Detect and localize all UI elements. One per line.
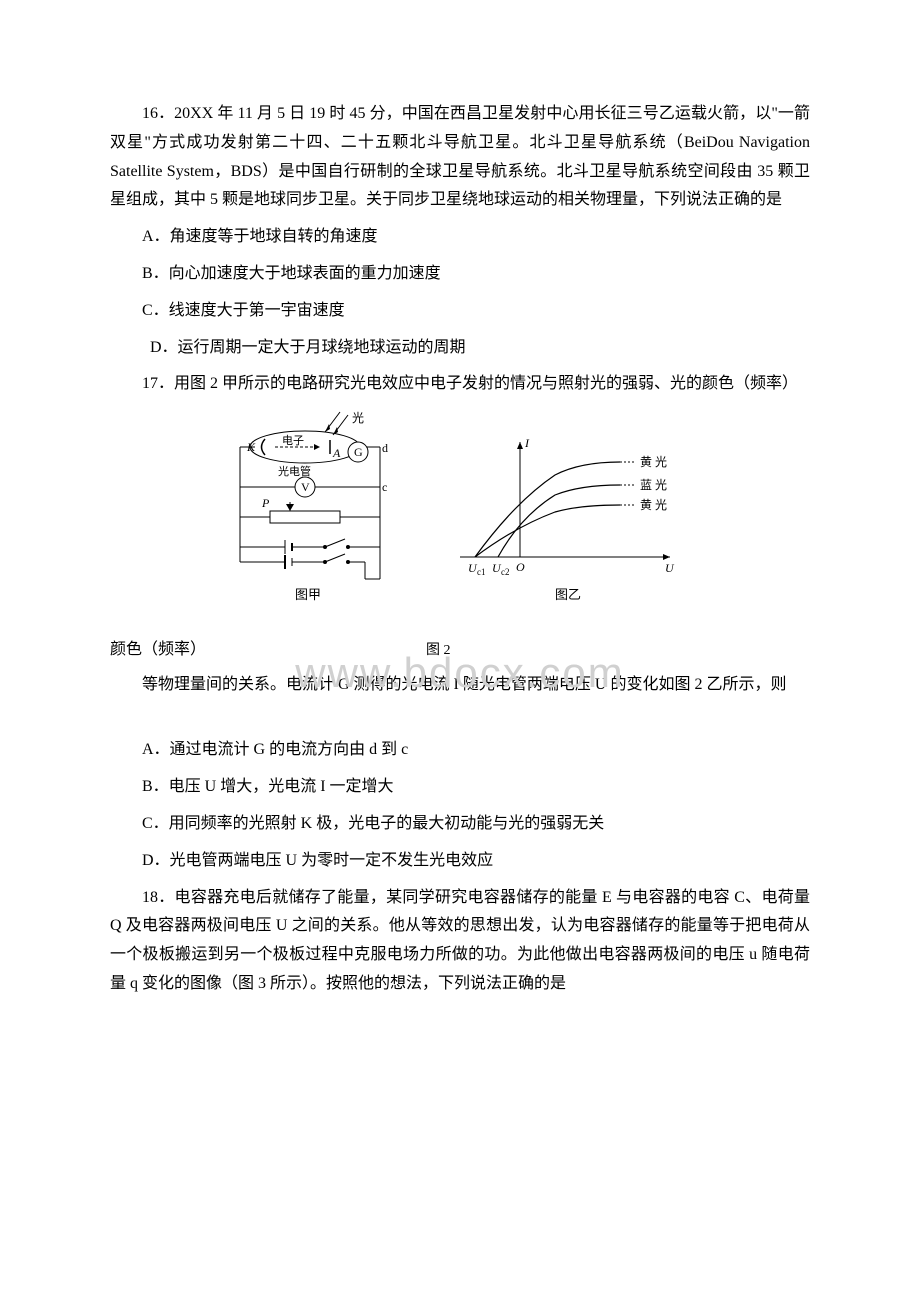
q17-option-b: B．电压 U 增大，光电流 I 一定增大 [110, 773, 810, 802]
fig2-label-row: 颜色（频率） www.bdocx.com 图 2 [110, 636, 810, 665]
fig2-o-label: O [516, 560, 525, 574]
fig2-tube-label: 光电管 [278, 464, 311, 478]
figure2-container: 光 K A 电子 光电管 G d [110, 407, 810, 628]
q17-stem-before: 17．用图 2 甲所示的电路研究光电效应中电子发射的情况与照射光的强弱、光的颜色… [110, 370, 810, 399]
q16-option-a: A．角速度等于地球自转的角速度 [110, 223, 810, 252]
q16-option-d: D．运行周期一定大于月球绕地球运动的周期 [110, 334, 810, 363]
q16-stem: 16．20XX 年 11 月 5 日 19 时 45 分，中国在西昌卫星发射中心… [110, 100, 810, 215]
q16-option-c: C．线速度大于第一宇宙速度 [110, 297, 810, 326]
fig2-light-label: 光 [352, 411, 364, 425]
fig2-i-axis: I [524, 436, 530, 450]
fig2-yellow-2: 黄 光 [640, 498, 667, 512]
fig2-v-label: V [301, 480, 310, 494]
fig2-p-label: P [261, 496, 270, 510]
fig2-a-label: A [332, 446, 341, 460]
q17-freq-text: 颜色（频率） [110, 636, 206, 665]
fig2-main-caption: 图 2 [426, 638, 451, 663]
q17-option-d: D．光电管两端电压 U 为零时一定不发生光电效应 [110, 847, 810, 876]
fig2-d-label: d [382, 441, 388, 455]
fig2-uc2-sub: c2 [501, 567, 510, 577]
fig2-caption-left: 图甲 [295, 587, 321, 602]
fig2-electron-label: 电子 [282, 434, 304, 447]
fig2-g-label: G [354, 445, 363, 459]
q18-stem: 18．电容器充电后就储存了能量，某同学研究电容器储存的能量 E 与电容器的电容 … [110, 884, 810, 999]
q17-option-a: A．通过电流计 G 的电流方向由 d 到 c [110, 736, 810, 765]
fig2-blue: 蓝 光 [640, 478, 667, 492]
fig2-uc1-sub: c1 [477, 567, 486, 577]
fig2-c-label: c [382, 480, 387, 494]
fig2-caption-right: 图乙 [555, 587, 581, 602]
fig2-u-axis: U [665, 561, 675, 575]
q17-stem-after: 等物理量间的关系。电流计 G 测得的光电流 I 随光电管两端电压 U 的变化如图… [110, 671, 810, 700]
fig2-yellow-1: 黄 光 [640, 455, 667, 469]
q16-option-b: B．向心加速度大于地球表面的重力加速度 [110, 260, 810, 289]
q17-option-c: C．用同频率的光照射 K 极，光电子的最大初动能与光的强弱无关 [110, 810, 810, 839]
figure2-svg: 光 K A 电子 光电管 G d [230, 407, 690, 617]
